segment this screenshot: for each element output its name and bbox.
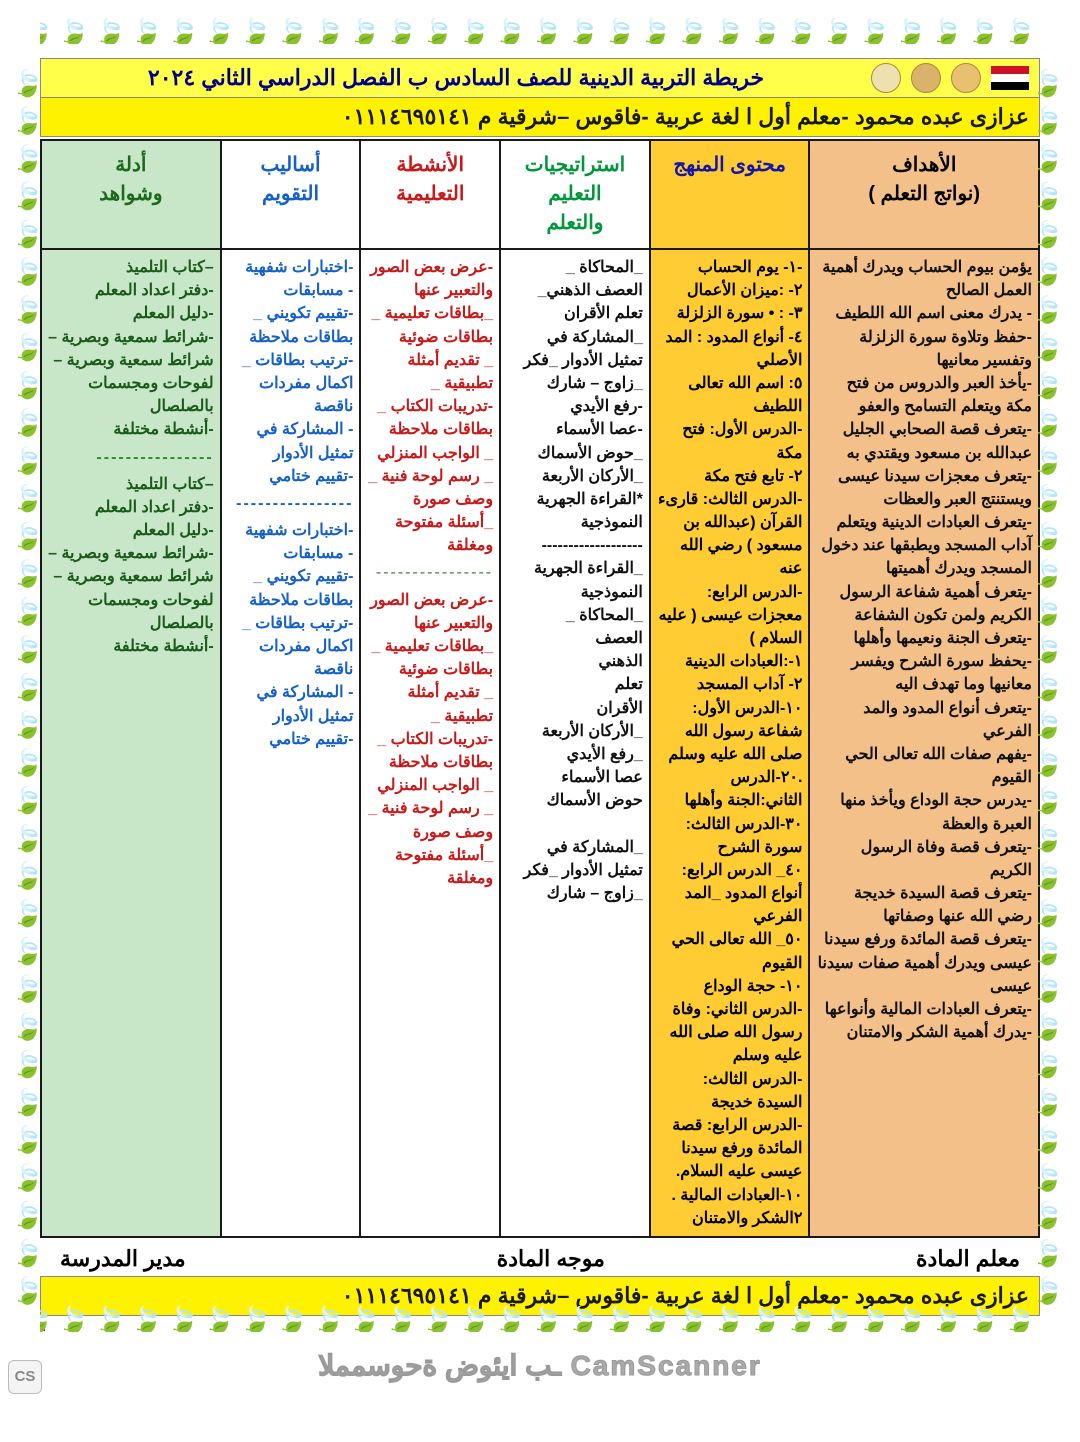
evaluation-block-1: -اختبارات شفهية - مسابقات -تقييم تكويني … [228, 256, 354, 488]
col-header-activ-l2: التعليمية [365, 180, 495, 209]
signature-principal: مدير المدرسة [60, 1246, 186, 1272]
col-header-strat-l1: استراتيجيات [505, 151, 645, 180]
col-header-goals-l2: (نواتج التعلم ) [814, 180, 1034, 209]
col-header-evaluation: أساليب التقويم [221, 140, 361, 249]
col-header-activ-l1: الأنشطة [365, 151, 495, 180]
evidence-block-2: –كتاب التلميذ -دفتر اعداد المعلم -دليل ا… [48, 473, 214, 659]
camscanner-badge-icon: CS [8, 1360, 42, 1394]
activities-block-1: -عرض بعض الصور والتعبير عنها _بطاقات تعل… [367, 256, 493, 557]
title-bar: خريطة التربية الدينية للصف السادس ب الفص… [40, 58, 1040, 98]
leaf-border-left: 🍃🍃🍃🍃🍃🍃🍃🍃🍃🍃🍃🍃🍃🍃🍃🍃🍃🍃🍃🍃🍃🍃🍃🍃🍃🍃🍃🍃🍃🍃🍃🍃🍃🍃🍃🍃🍃🍃🍃🍃… [18, 40, 42, 1312]
teacher-info-text: عزازى عبده محمود -معلم أول ا لغة عربية -… [342, 104, 1029, 129]
cell-strategies: _المحاكاة _ العصف الذهني_ تعلم الأقران _… [500, 249, 650, 1237]
document-title: خريطة التربية الدينية للصف السادس ب الفص… [51, 65, 861, 91]
cell-goals: يؤمن بيوم الحساب ويدرك أهمية العمل الصال… [809, 249, 1039, 1237]
evidence-block-1: –كتاب التلميذ -دفتر اعداد المعلم -دليل ا… [48, 256, 214, 442]
col-header-evid-l2: وشواهد [46, 180, 216, 209]
col-header-content-l1: محتوى المنهج [655, 151, 805, 180]
footer-text: عزازى عبده محمود -معلم أول ا لغة عربية -… [342, 1283, 1029, 1308]
camscanner-watermark: CamScanner ـب ايئوض ةحوسمملا [40, 1349, 1040, 1382]
activities-block-2: -عرض بعض الصور والتعبير عنها _بطاقات تعل… [367, 589, 493, 890]
cell-evaluation: -اختبارات شفهية - مسابقات -تقييم تكويني … [221, 249, 361, 1237]
col-header-strat-l2: التعليم [505, 180, 645, 209]
col-header-evid-l1: أدلة [46, 151, 216, 180]
divider-dash: ---------------- [228, 492, 354, 515]
leaf-border-right: 🍃🍃🍃🍃🍃🍃🍃🍃🍃🍃🍃🍃🍃🍃🍃🍃🍃🍃🍃🍃🍃🍃🍃🍃🍃🍃🍃🍃🍃🍃🍃🍃🍃🍃🍃🍃🍃🍃🍃🍃… [1038, 40, 1062, 1312]
vision-2030-icon [951, 63, 981, 93]
signature-teacher: معلم المادة [916, 1246, 1020, 1272]
col-header-goals-l1: الأهداف [814, 151, 1034, 180]
divider-dash: ---------------- [367, 561, 493, 584]
col-header-content: محتوى المنهج [650, 140, 810, 249]
leaf-border-top: 🍃🍃🍃🍃🍃🍃🍃🍃🍃🍃🍃🍃🍃🍃🍃🍃🍃🍃🍃🍃🍃🍃🍃🍃🍃🍃🍃🍃🍃🍃🍃🍃🍃🍃🍃🍃🍃🍃🍃🍃 [40, 18, 1040, 44]
divider-dash: ---------------- [48, 446, 214, 469]
curriculum-map-table: الأهداف (نواتج التعلم ) محتوى المنهج است… [40, 139, 1040, 1238]
evaluation-block-2: -اختبارات شفهية - مسابقات -تقييم تكويني … [228, 519, 354, 751]
col-header-evidence: أدلة وشواهد [41, 140, 221, 249]
col-header-eval-l1: أساليب [226, 151, 356, 180]
col-header-strategies: استراتيجيات التعليم والتعلم [500, 140, 650, 249]
cell-content: -١- يوم الحساب ٢- :ميزان الأعمال ٣- : • … [650, 249, 810, 1237]
signature-supervisor: موجه المادة [497, 1246, 605, 1272]
leaf-border-bottom: 🍃🍃🍃🍃🍃🍃🍃🍃🍃🍃🍃🍃🍃🍃🍃🍃🍃🍃🍃🍃🍃🍃🍃🍃🍃🍃🍃🍃🍃🍃🍃🍃🍃🍃🍃🍃🍃🍃🍃🍃 [40, 1306, 1040, 1332]
signature-row: معلم المادة موجه المادة مدير المدرسة [40, 1238, 1040, 1276]
egypt-flag-icon [991, 66, 1029, 90]
teacher-info-bar: عزازى عبده محمود -معلم أول ا لغة عربية -… [40, 98, 1040, 137]
cell-activities: -عرض بعض الصور والتعبير عنها _بطاقات تعل… [360, 249, 500, 1237]
cell-evidence: –كتاب التلميذ -دفتر اعداد المعلم -دليل ا… [41, 249, 221, 1237]
col-header-activities: الأنشطة التعليمية [360, 140, 500, 249]
col-header-goals: الأهداف (نواتج التعلم ) [809, 140, 1039, 249]
col-header-eval-l2: التقويم [226, 180, 356, 209]
col-header-strat-l3: والتعلم [505, 209, 645, 238]
sphinx-icon [911, 63, 941, 93]
ministry-logo-icon [871, 63, 901, 93]
